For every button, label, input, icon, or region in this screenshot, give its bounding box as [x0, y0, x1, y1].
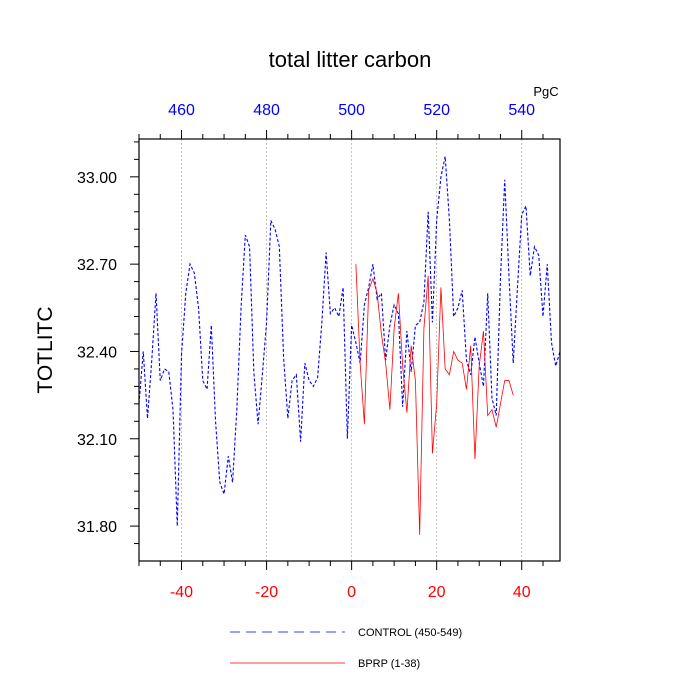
y-tick-label: 32.70	[77, 257, 117, 274]
y-axis-label: TOTLITC	[34, 306, 57, 393]
x-tick-label: 40	[513, 584, 531, 601]
chart-title: total litter carbon	[269, 47, 432, 72]
top-tick-label: 480	[253, 102, 280, 119]
top-tick-label: 520	[423, 102, 450, 119]
x-tick-label: 20	[428, 584, 446, 601]
axes	[130, 130, 561, 570]
series-line-bprp	[355, 264, 514, 535]
legend: CONTROL (450-549) BPRP (1-38)	[230, 627, 462, 670]
x-tick-label: 0	[347, 584, 356, 601]
y-tick-label: 31.80	[77, 519, 117, 536]
top-tick-label: 540	[508, 102, 535, 119]
top-tick-label: 460	[168, 102, 195, 119]
legend-label-control: CONTROL (450-549)	[358, 627, 462, 639]
series-line-control	[138, 156, 561, 527]
units-label: PgC	[533, 84, 558, 99]
legend-label-bprp: BPRP (1-38)	[358, 658, 420, 670]
x-tick-label: -40	[170, 584, 193, 601]
y-tick-label: 33.00	[77, 170, 117, 187]
x-tick-label: -20	[255, 584, 278, 601]
plot-series	[138, 156, 561, 535]
top-tick-label: 500	[338, 102, 365, 119]
tick-labels: -40 -20 0 20 40 460 480 500 520 540 31.80 32.10 32.4…	[77, 102, 535, 601]
y-tick-label: 32.10	[77, 432, 117, 449]
y-tick-label: 32.40	[77, 344, 117, 361]
plot-frame	[138, 138, 561, 562]
